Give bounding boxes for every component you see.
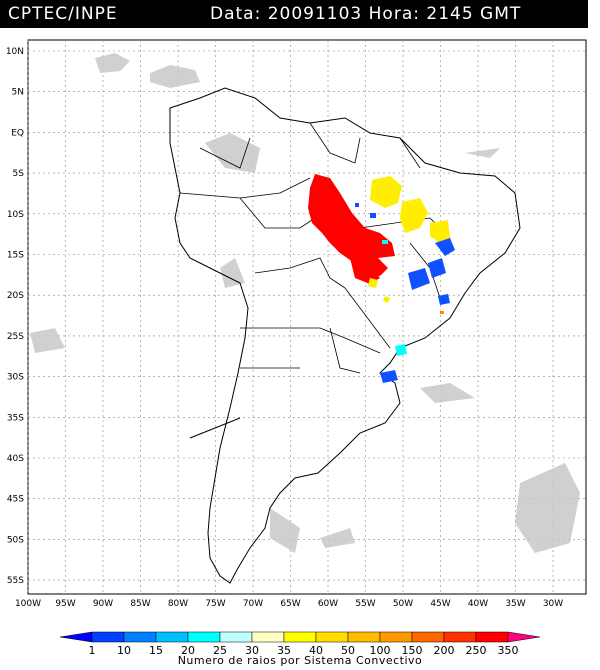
lat-label: 50S	[7, 535, 24, 545]
legend-label: 10	[117, 644, 131, 657]
lat-label: EQ	[11, 128, 24, 138]
legend-label: 200	[434, 644, 455, 657]
legend-swatch	[443, 631, 477, 643]
lon-label: 30W	[543, 599, 563, 609]
lat-label: 30S	[7, 373, 24, 383]
legend-label: 250	[466, 644, 487, 657]
legend-label: 100	[370, 644, 391, 657]
legend-swatch	[379, 631, 413, 643]
lon-label: 85W	[130, 599, 150, 609]
lon-label: 60W	[318, 599, 338, 609]
lat-label: 10N	[6, 47, 24, 57]
lon-label: 40W	[468, 599, 488, 609]
legend-label: 40	[309, 644, 323, 657]
lightning-map: 10N5NEQ5S10S15S20S25S30S35S40S45S50S55S …	[6, 39, 587, 609]
grid-lines	[27, 40, 586, 594]
yellow-storm-clusters	[368, 176, 450, 303]
legend-label: 20	[181, 644, 195, 657]
lon-label: 50W	[393, 599, 413, 609]
lon-label: 45W	[430, 599, 450, 609]
legend-label: 30	[245, 644, 259, 657]
legend-swatch	[347, 631, 381, 643]
legend-swatch	[219, 631, 253, 643]
legend-swatch	[283, 631, 317, 643]
lon-label: 95W	[55, 599, 75, 609]
lat-label: 40S	[7, 454, 24, 464]
legend-swatch	[155, 631, 189, 643]
lon-label: 55W	[355, 599, 375, 609]
lon-label: 100W	[15, 599, 41, 609]
country-borders	[179, 122, 451, 374]
legend-swatch	[123, 631, 157, 643]
legend-label: 35	[277, 644, 291, 657]
orange-storm-spot	[440, 311, 444, 314]
legend-title: Numero de raios por Sistema Convectivo	[177, 654, 423, 667]
color-legend: 1 10 15 20 25 30 35 40 50 100 150 200 250 350	[59, 631, 541, 657]
legend-swatch	[475, 631, 509, 643]
continent-outline	[169, 87, 521, 584]
legend-swatch	[507, 631, 541, 643]
lat-label: 10S	[7, 210, 24, 220]
cloud-cover	[30, 53, 580, 553]
lat-label: 55S	[7, 576, 24, 586]
source-label: CPTEC/INPE	[8, 4, 118, 24]
datetime-label: Data: 20091103 Hora: 2145 GMT	[210, 4, 522, 24]
legend-swatch	[187, 631, 221, 643]
lat-label: 35S	[7, 413, 24, 423]
legend-label: 350	[498, 644, 519, 657]
lat-label: 45S	[7, 495, 24, 505]
cyan-storm-cluster	[382, 240, 407, 356]
legend-swatch	[251, 631, 285, 643]
legend-label: 25	[213, 644, 227, 657]
lat-label: 15S	[7, 251, 24, 261]
blue-storm-clusters	[355, 203, 455, 383]
legend-swatch	[91, 631, 125, 643]
legend-label: 150	[402, 644, 423, 657]
header-bar: CPTEC/INPE Data: 20091103 Hora: 2145 GMT	[0, 0, 588, 28]
lon-label: 75W	[205, 599, 225, 609]
legend-label: 50	[341, 644, 355, 657]
lon-label: 90W	[93, 599, 113, 609]
lon-label: 35W	[505, 599, 525, 609]
lon-label: 80W	[168, 599, 188, 609]
lat-label: 5S	[13, 169, 25, 179]
lat-label: 25S	[7, 332, 24, 342]
legend-label: 1	[89, 644, 96, 657]
red-storm-cluster	[308, 174, 395, 284]
legend-swatch	[315, 631, 349, 643]
lon-label: 70W	[243, 599, 263, 609]
map-frame	[27, 39, 587, 595]
legend-swatch	[411, 631, 445, 643]
lat-label: 5N	[12, 88, 24, 98]
legend-label: 15	[149, 644, 163, 657]
longitude-labels: 100W 95W 90W 85W 80W 75W 70W 65W 60W 55W 50W 45W 40W…	[15, 599, 563, 609]
lat-label: 20S	[7, 291, 24, 301]
lon-label: 65W	[280, 599, 300, 609]
legend-swatch	[59, 631, 93, 643]
latitude-labels: 10N 5N EQ 5S 10S 15S 20S 25S 30S 35S 40S 45S 50S 55S	[6, 47, 24, 586]
